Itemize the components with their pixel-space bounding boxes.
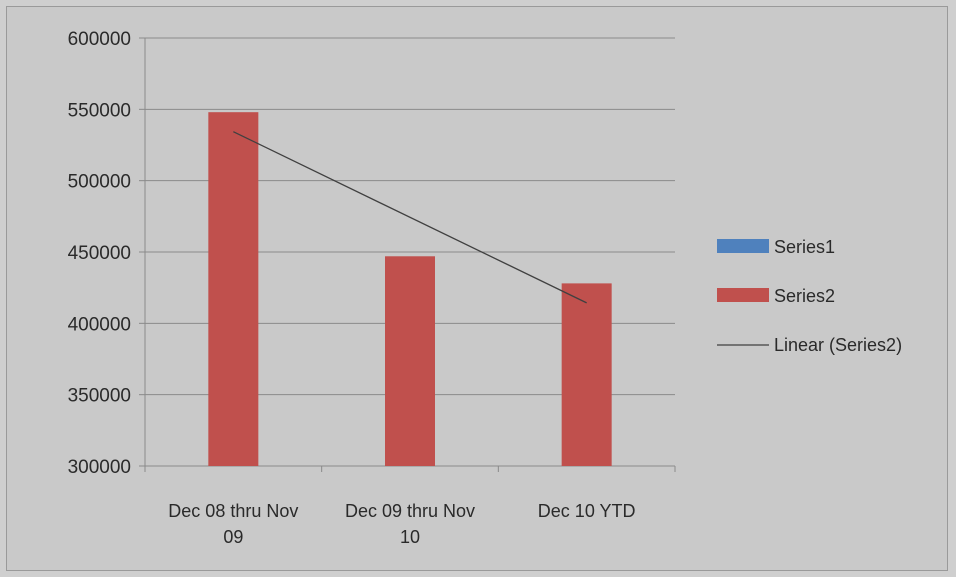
bar-series2	[561, 283, 612, 466]
bars	[208, 112, 612, 466]
chart-area: 300000 350000 400000 450000 500000 550000 6000…	[6, 6, 948, 571]
bar-chart: 300000 350000 400000 450000 500000 550000 6000…	[68, 29, 902, 547]
x-category-label: 09	[223, 527, 243, 547]
x-axis-category-labels: Dec 08 thru Nov 09 Dec 09 thru Nov 10 Dec 10…	[168, 501, 635, 547]
y-tick-label: 300000	[68, 457, 131, 478]
trendline	[233, 131, 587, 304]
x-category-label: Dec 10 YTD	[538, 501, 636, 521]
bar-series2	[208, 112, 259, 466]
legend: Series1 Series2 Linear (Series2)	[717, 237, 902, 355]
legend-swatch-series2	[717, 288, 769, 302]
y-tick-label: 350000	[68, 386, 131, 407]
y-tick-label: 450000	[68, 243, 131, 264]
y-tick-label: 600000	[68, 29, 131, 50]
legend-swatch-series1	[717, 239, 769, 253]
trendline-series2	[233, 131, 587, 304]
bar-series2	[385, 256, 435, 466]
legend-label: Series1	[774, 237, 835, 257]
y-axis-tick-labels: 300000 350000 400000 450000 500000 550000 6000…	[68, 29, 131, 478]
legend-label: Series2	[774, 286, 835, 306]
x-category-label: Dec 08 thru Nov	[168, 501, 298, 521]
y-tick-label: 500000	[68, 172, 131, 193]
x-category-label: Dec 09 thru Nov	[345, 501, 475, 521]
x-category-label: 10	[400, 527, 420, 547]
y-tick-label: 400000	[68, 314, 131, 335]
legend-label: Linear (Series2)	[774, 335, 902, 355]
y-tick-label: 550000	[68, 100, 131, 121]
